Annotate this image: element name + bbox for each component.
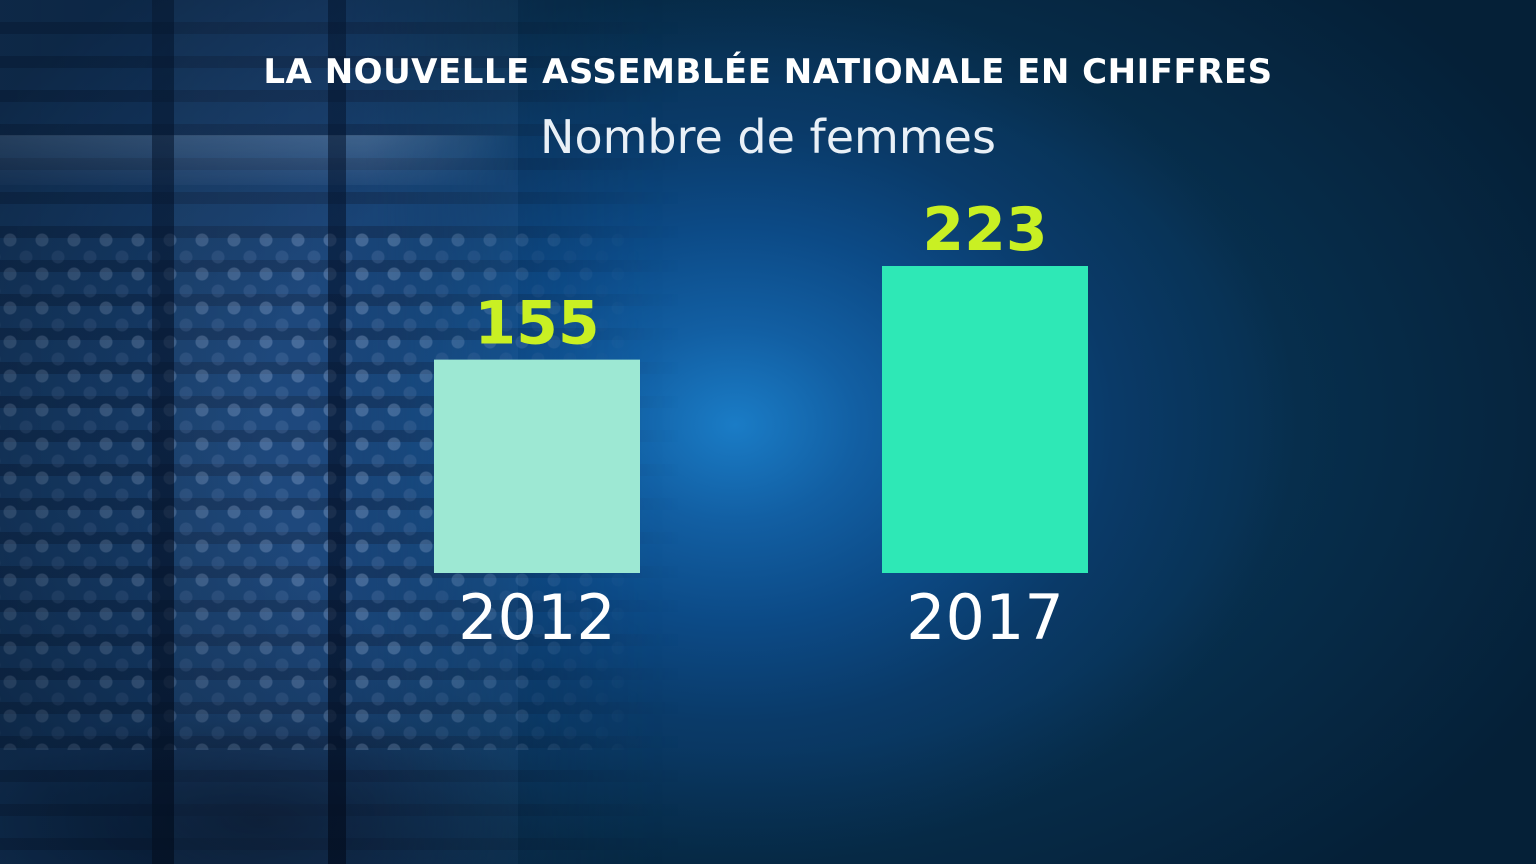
bar-2012 [434,359,640,573]
x-tick-label-2012: 2012 [458,581,616,654]
chart-subtitle: Nombre de femmes [540,110,996,164]
bar-value-label-2017: 223 [922,195,1047,265]
x-tick-label-2017: 2017 [906,581,1064,654]
bar-value-label-2012: 155 [474,289,599,359]
bar-2017 [882,266,1088,573]
chart-title: LA NOUVELLE ASSEMBLÉE NATIONALE EN CHIFF… [263,52,1273,92]
